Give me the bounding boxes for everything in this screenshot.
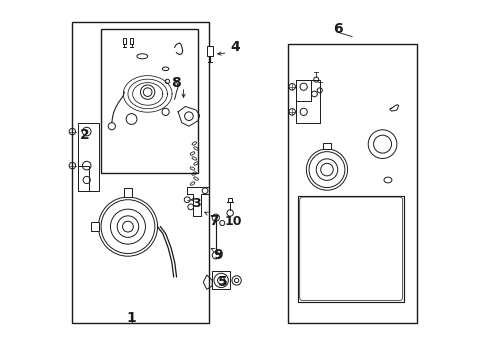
Bar [123, 188, 132, 197]
FancyBboxPatch shape [299, 197, 402, 301]
Text: 6: 6 [332, 22, 342, 36]
Bar [129, 39, 133, 44]
Bar [212, 271, 230, 289]
Bar [296, 80, 319, 123]
Bar [296, 80, 310, 101]
Bar [287, 44, 416, 323]
Bar [78, 123, 99, 191]
Text: 4: 4 [230, 40, 240, 54]
Bar [206, 46, 212, 56]
Bar [78, 166, 88, 191]
Text: 1: 1 [126, 311, 136, 325]
Bar [122, 39, 126, 44]
Bar [91, 222, 99, 231]
Text: 10: 10 [224, 215, 242, 228]
Text: 5: 5 [218, 275, 227, 289]
Text: 7: 7 [209, 214, 219, 228]
Text: 8: 8 [171, 76, 181, 90]
Text: 3: 3 [191, 197, 200, 210]
Bar [227, 198, 232, 202]
Bar [298, 195, 403, 302]
Bar [101, 30, 198, 173]
Bar [323, 143, 330, 149]
Text: 2: 2 [80, 128, 90, 142]
Bar [72, 22, 208, 323]
Text: 9: 9 [212, 248, 222, 262]
